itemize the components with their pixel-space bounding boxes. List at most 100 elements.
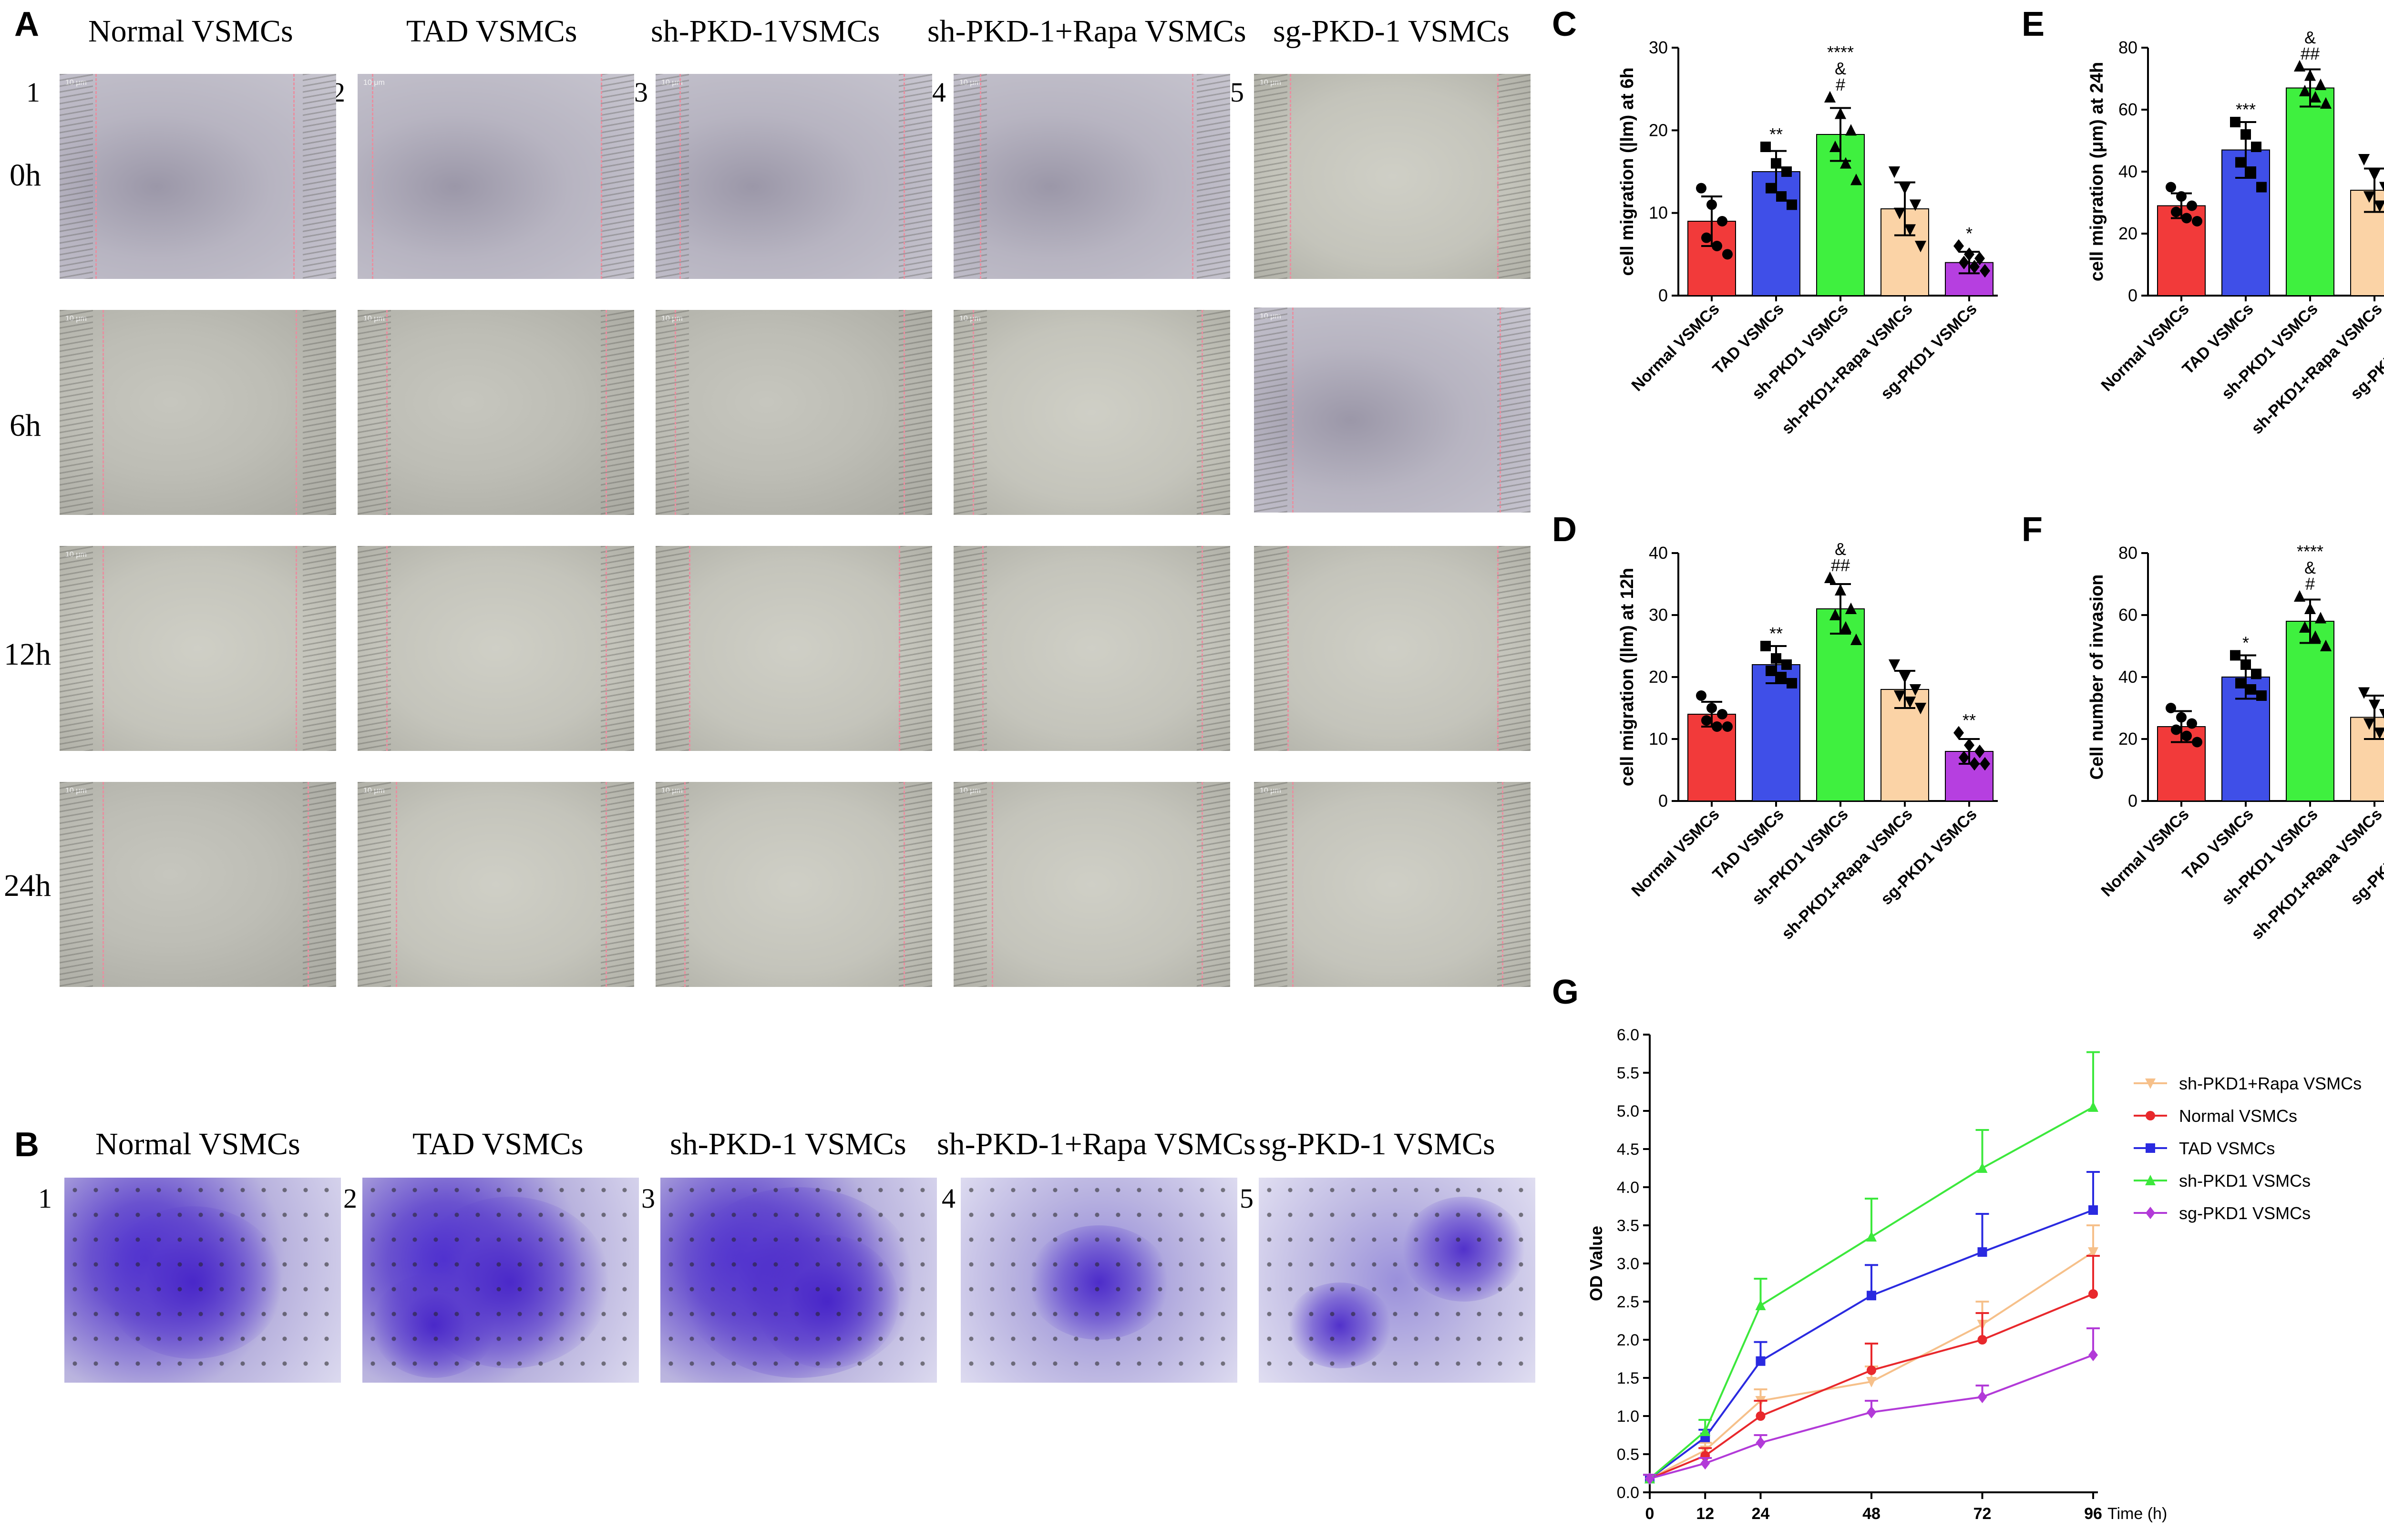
category-label: Normal VSMCs [2097,300,2192,395]
data-point [1974,744,1985,759]
y-axis-label: cell migration (μm) at 24h [2087,62,2107,281]
data-point [2088,1289,2098,1299]
data-point [1760,142,1771,152]
data-point [2379,182,2384,192]
data-point [2088,1349,2098,1361]
data-point [1867,1291,1876,1301]
data-point [1756,1437,1766,1449]
data-point [1706,703,1717,713]
transwell-image-normal [64,1178,341,1383]
data-point [1888,166,1901,178]
data-point [1850,174,1862,185]
bar-chart-d: 0 10 20 30 40 cell migration (|lm) at 12h Norm… [1617,534,1998,943]
col-title-tad: TAD VSMCs [406,14,577,49]
category-label: sh-PKD1+Rapa VSMCs [1778,300,1916,438]
legend-marker [2146,1111,2155,1120]
data-point [2246,684,2256,695]
data-point [1909,199,1922,211]
data-point [1696,690,1706,701]
significance-label: # [2305,574,2315,594]
x-axis-label: Time (h) [2107,1505,2167,1523]
data-point [1700,1457,1710,1470]
data-point [2320,97,2332,109]
data-point [1867,1406,1876,1418]
series-line [1649,1106,2094,1479]
data-point [1980,757,1990,771]
x-tick-label: 72 [1973,1505,1992,1523]
significance-label: **** [2297,29,2323,31]
category-label: Normal VSMCs [1628,300,1723,395]
series-line [1649,1251,2094,1479]
scratch-image-12h-sh [656,546,932,751]
b-index-3: 3 [641,1183,655,1214]
data-point [2251,668,2261,679]
scratch-image-6h-tad: 10 μm [358,310,634,515]
x-tick-label: 24 [1752,1505,1770,1523]
index-1: 1 [26,77,40,108]
data-point [1766,666,1776,676]
significance-label: & [2304,558,2316,577]
data-point [1904,697,1916,708]
y-tick-label: 2.0 [1617,1331,1639,1349]
data-point [1845,602,1857,614]
data-point [2176,712,2187,723]
data-point [1712,241,1722,251]
scratch-image-0h-rapa: 10 μm [954,74,1230,279]
data-point [1834,107,1847,119]
data-point [1696,183,1706,194]
index-5: 5 [1230,77,1244,108]
series-line [1649,1354,2094,1480]
data-point [1969,260,1980,274]
data-point [1964,738,1974,752]
data-point [2304,602,2316,614]
y-tick-label: 30 [1649,605,1668,625]
y-axis-label: cell migration (|lm) at 6h [1617,67,1637,276]
y-tick-label: 5.0 [1617,1102,1639,1120]
data-point [2181,213,2192,224]
scratch-image-6h-sh: 10 μm [656,310,932,515]
data-point [2304,69,2316,81]
data-point [2246,166,2256,177]
data-point [1977,1247,1987,1257]
category-label: Normal VSMCs [1628,805,1723,900]
data-point [2171,206,2181,217]
b-col-title-rapa: sh-PKD-1+Rapa VSMCs [937,1127,1256,1161]
transwell-image-tad [362,1178,639,1383]
category-label: Normal VSMCs [2097,805,2192,900]
data-point [1953,726,1964,740]
data-point [1787,678,1797,688]
x-tick-label: 12 [1696,1505,1714,1523]
scratch-image-12h-rapa [954,546,1230,751]
row-label-24h: 24h [4,868,51,903]
data-point [1914,703,1927,715]
significance-label: ** [1769,624,1783,643]
y-tick-label: 40 [2118,162,2137,181]
data-point [2299,621,2311,633]
y-tick-label: 1.5 [1617,1369,1639,1387]
category-label: sh-PKD1+Rapa VSMCs [2248,300,2384,438]
data-point [2293,590,2306,602]
col-title-sh: sh-PKD-1VSMCs [651,14,880,49]
data-point [2088,1101,2098,1112]
data-point [2166,703,2176,713]
data-point [1899,672,1911,684]
data-point [1776,672,1787,682]
data-point [2363,191,2375,203]
row-label-0h: 0h [10,158,41,193]
data-point [1760,641,1771,651]
legend-label: sg-PKD1 VSMCs [2179,1203,2311,1223]
row-label-6h: 6h [10,408,41,443]
data-point [1888,659,1901,671]
data-point [2235,157,2246,168]
panel-label-b: B [14,1126,39,1164]
panel-label-f: F [2022,511,2043,549]
panel-label-a: A [14,5,39,43]
data-point [2166,182,2176,193]
panel-label-c: C [1552,5,1577,43]
data-point [2314,612,2327,624]
data-point [1756,1411,1766,1421]
data-point [1645,1472,1654,1485]
data-point [1959,256,1969,269]
data-point [2187,718,2197,729]
significance-label: * [2242,633,2249,653]
